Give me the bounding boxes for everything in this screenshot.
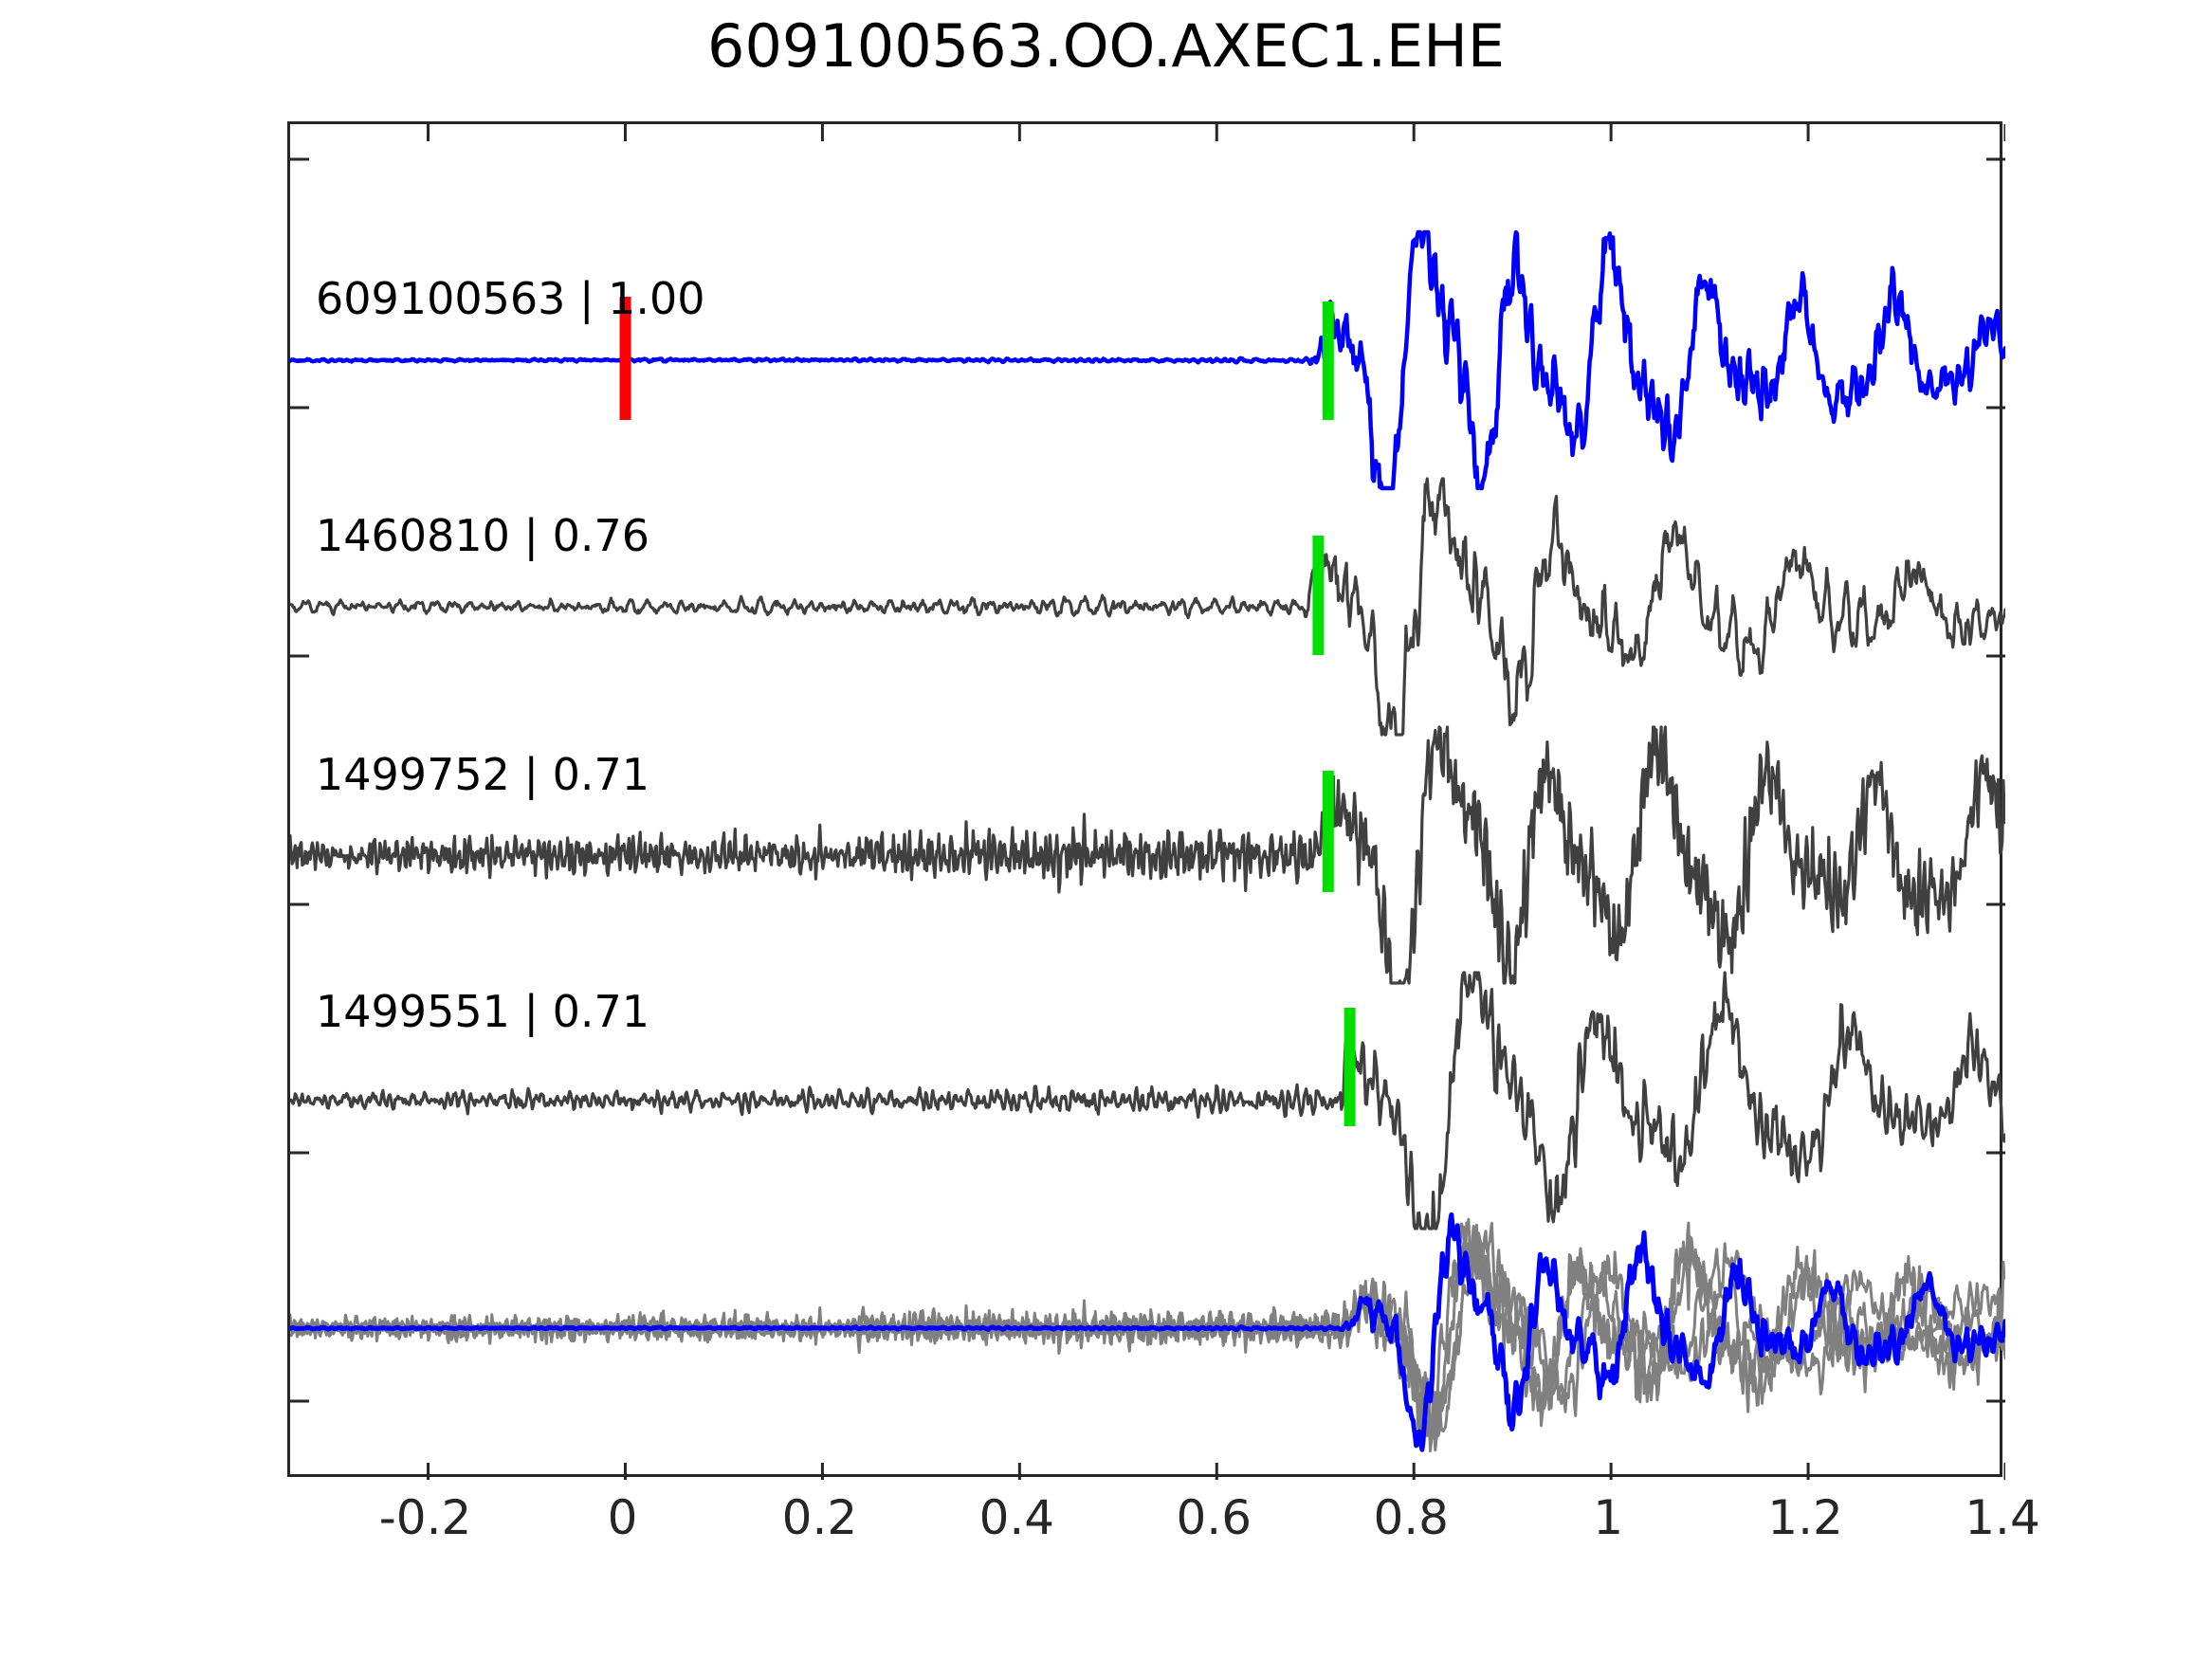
pick-marker-1 [1322, 301, 1334, 420]
x-tick-label: 0.4 [978, 1490, 1055, 1545]
overlay-detection-trace [290, 1217, 2005, 1437]
plot-area [287, 121, 2005, 1480]
trace-label-4: 1499551 | 0.71 [316, 986, 650, 1037]
x-tick-label: 0.2 [781, 1490, 858, 1545]
page-title: 609100563.OO.AXEC1.EHE [707, 11, 1505, 81]
x-tick-label: 0.8 [1373, 1490, 1449, 1545]
overlay-template-trace [290, 1212, 2005, 1452]
pick-marker-4 [1344, 1008, 1356, 1126]
pick-markers [619, 297, 1356, 1126]
waveform-trace-2 [290, 477, 2005, 737]
y-axis-ticks [290, 157, 2005, 1403]
waveform-svg [290, 124, 2005, 1480]
waveform-trace-1 [290, 229, 2005, 491]
waveform-traces [290, 229, 2005, 1453]
pick-marker-3 [1322, 771, 1334, 892]
trace-label-2: 1460810 | 0.76 [316, 510, 650, 561]
x-tick-label: 0.6 [1176, 1490, 1252, 1545]
x-axis-tick-labels: -0.2 0 0.2 0.4 0.6 0.8 1 1.2 1.4 [287, 1490, 2040, 1557]
origin-marker-1 [619, 297, 631, 420]
waveform-trace-4 [290, 971, 2005, 1231]
x-tick-label: 0 [607, 1490, 638, 1545]
x-tick-label: -0.2 [378, 1490, 472, 1545]
x-tick-label: 1.2 [1767, 1490, 1843, 1545]
pick-marker-2 [1312, 536, 1325, 655]
x-tick-label: 1 [1593, 1490, 1624, 1545]
trace-label-3: 1499752 | 0.71 [316, 749, 650, 800]
trace-label-1: 609100563 | 1.00 [316, 273, 705, 324]
x-axis-ticks [427, 124, 2005, 1480]
x-tick-label: 1.4 [1965, 1490, 2040, 1545]
waveform-trace-3 [290, 725, 2005, 985]
